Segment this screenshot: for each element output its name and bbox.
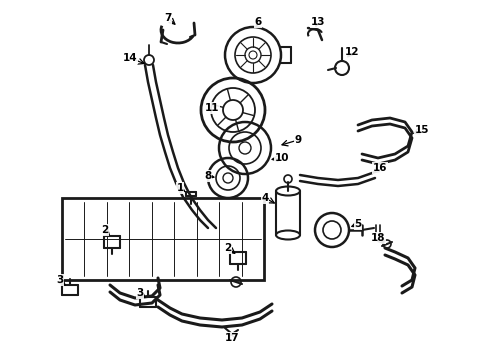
Text: 10: 10 <box>275 153 289 163</box>
Text: 5: 5 <box>354 219 362 229</box>
Text: 2: 2 <box>101 225 109 235</box>
Text: 8: 8 <box>204 171 212 181</box>
Text: 18: 18 <box>371 233 385 243</box>
Text: 12: 12 <box>345 47 359 57</box>
Text: 16: 16 <box>373 163 387 173</box>
Text: 3: 3 <box>136 288 144 298</box>
Text: 6: 6 <box>254 17 262 27</box>
Bar <box>62 198 264 280</box>
Text: 11: 11 <box>205 103 219 113</box>
Text: 15: 15 <box>415 125 429 135</box>
Text: 13: 13 <box>311 17 325 27</box>
Text: 14: 14 <box>122 53 137 63</box>
Text: 17: 17 <box>225 333 239 343</box>
Text: 1: 1 <box>176 183 184 193</box>
Text: 3: 3 <box>56 275 64 285</box>
Text: 2: 2 <box>224 243 232 253</box>
Text: 4: 4 <box>261 193 269 203</box>
Text: 9: 9 <box>294 135 301 145</box>
Text: 7: 7 <box>164 13 171 23</box>
